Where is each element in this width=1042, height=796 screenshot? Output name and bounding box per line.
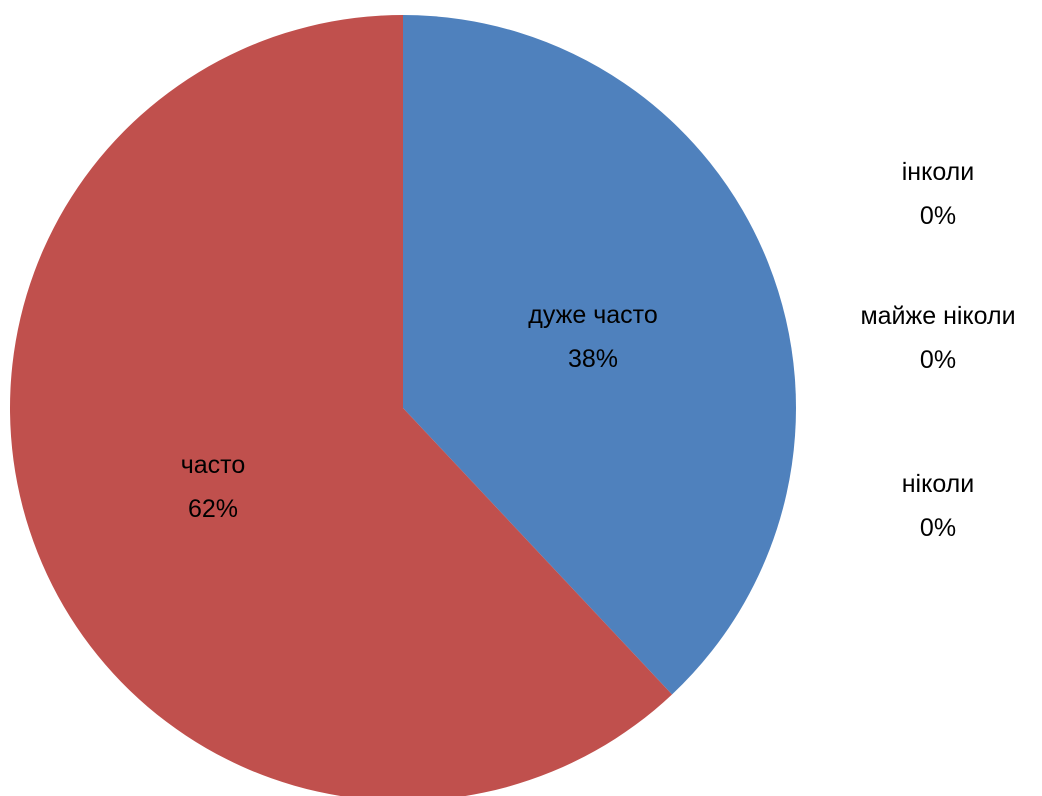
pie-data-labels: дуже часто 38% інколи 0% майже ніколи 0% нікол… — [181, 158, 1016, 542]
data-label-name-3: ніколи — [902, 470, 975, 498]
pie-slices — [10, 15, 797, 796]
data-label-name-4: часто — [181, 451, 246, 479]
data-label-value-0: 38% — [568, 345, 618, 373]
data-label-name-1: інколи — [902, 158, 975, 186]
data-label-value-3: 0% — [920, 514, 956, 542]
pie-slice-4 — [10, 15, 673, 796]
data-label-value-1: 0% — [920, 202, 956, 230]
data-label-value-4: 62% — [188, 495, 238, 523]
data-label-value-2: 0% — [920, 346, 956, 374]
data-label-name-0: дуже часто — [528, 301, 657, 329]
pie-slice-0 — [403, 15, 797, 695]
data-label-name-2: майже ніколи — [860, 302, 1015, 330]
